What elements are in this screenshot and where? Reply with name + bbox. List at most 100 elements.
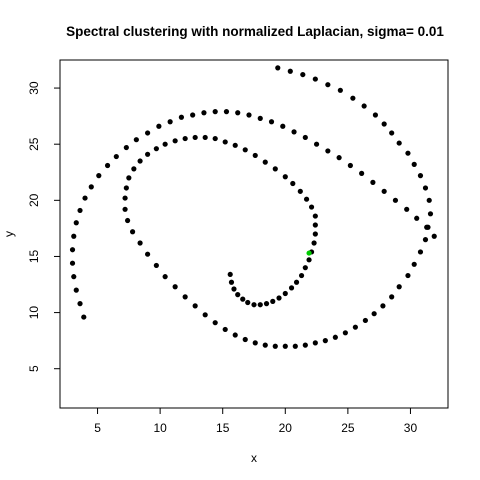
data-point bbox=[270, 298, 276, 304]
data-point bbox=[389, 130, 395, 136]
data-point bbox=[137, 240, 143, 246]
data-point bbox=[251, 302, 257, 308]
data-point bbox=[293, 279, 300, 285]
data-point bbox=[350, 95, 356, 101]
data-point bbox=[362, 317, 368, 324]
data-point bbox=[145, 130, 151, 136]
data-point bbox=[347, 162, 353, 169]
y-tick-label: 15 bbox=[27, 249, 41, 263]
data-point bbox=[303, 196, 310, 202]
data-point bbox=[71, 233, 77, 239]
data-point bbox=[298, 272, 305, 279]
x-tick-label: 20 bbox=[279, 421, 293, 435]
data-point bbox=[137, 158, 143, 164]
data-point bbox=[322, 338, 328, 344]
data-point bbox=[123, 144, 129, 151]
data-point bbox=[337, 87, 343, 93]
data-point bbox=[300, 71, 306, 78]
data-point bbox=[82, 195, 88, 201]
data-point bbox=[162, 274, 168, 280]
data-point bbox=[201, 110, 207, 116]
x-tick-label: 5 bbox=[94, 421, 101, 435]
data-point bbox=[192, 303, 198, 309]
data-point bbox=[71, 274, 77, 280]
plot-frame bbox=[59, 59, 449, 409]
data-point bbox=[302, 134, 308, 141]
data-point bbox=[232, 142, 238, 148]
data-point bbox=[252, 340, 258, 346]
data-point bbox=[381, 188, 387, 194]
data-point bbox=[312, 76, 318, 82]
data-point bbox=[77, 301, 83, 307]
data-point bbox=[178, 114, 185, 120]
data-point bbox=[88, 184, 94, 190]
data-point bbox=[227, 271, 233, 278]
data-point bbox=[235, 292, 241, 298]
data-point bbox=[370, 179, 376, 185]
data-point bbox=[145, 251, 151, 257]
data-point bbox=[104, 162, 111, 169]
data-point bbox=[232, 332, 238, 338]
x-axis-label: x bbox=[251, 451, 257, 465]
data-point bbox=[212, 135, 218, 142]
x-tick-label: 15 bbox=[216, 421, 230, 435]
data-point bbox=[392, 197, 399, 203]
data-point bbox=[172, 138, 178, 144]
data-point bbox=[202, 134, 208, 141]
data-point bbox=[312, 340, 318, 346]
data-point bbox=[252, 152, 258, 159]
data-point bbox=[212, 320, 218, 326]
data-point bbox=[222, 139, 228, 145]
data-point bbox=[381, 121, 387, 127]
data-point bbox=[126, 175, 132, 181]
data-point bbox=[182, 135, 188, 142]
data-point bbox=[202, 312, 208, 318]
chart-title: Spectral clustering with normalized Lapl… bbox=[66, 24, 444, 39]
data-point-cluster-2 bbox=[306, 250, 312, 256]
data-point bbox=[411, 161, 417, 167]
y-axis: 5 10 15 20 25 30 bbox=[27, 81, 60, 372]
data-point bbox=[246, 112, 252, 118]
x-tick-label: 30 bbox=[404, 421, 418, 435]
data-point bbox=[131, 166, 137, 172]
data-point bbox=[422, 185, 429, 191]
data-point bbox=[129, 229, 136, 235]
data-point bbox=[405, 272, 411, 279]
data-point bbox=[372, 112, 379, 118]
data-point bbox=[371, 311, 377, 317]
data-point bbox=[312, 231, 318, 237]
data-point bbox=[257, 115, 263, 121]
data-point bbox=[123, 185, 129, 191]
data-point bbox=[145, 151, 151, 157]
data-point bbox=[352, 324, 358, 330]
data-point bbox=[242, 336, 248, 343]
data-point bbox=[235, 110, 241, 116]
data-point bbox=[228, 279, 235, 285]
data-point bbox=[262, 159, 268, 165]
data-point bbox=[396, 284, 402, 290]
data-point bbox=[153, 262, 159, 269]
data-point bbox=[431, 233, 437, 239]
x-axis: 5 10 15 20 25 30 bbox=[94, 408, 417, 435]
data-points bbox=[69, 65, 437, 349]
data-point bbox=[77, 207, 83, 214]
data-point bbox=[245, 299, 251, 306]
data-point bbox=[359, 170, 365, 176]
data-point bbox=[69, 260, 76, 266]
data-point bbox=[268, 119, 275, 125]
data-point bbox=[417, 249, 424, 255]
data-point bbox=[414, 215, 420, 221]
data-point bbox=[405, 150, 411, 156]
data-point bbox=[73, 220, 79, 226]
data-point bbox=[113, 153, 119, 160]
data-point bbox=[257, 302, 263, 308]
data-point bbox=[262, 342, 268, 348]
data-point bbox=[263, 301, 270, 307]
data-point bbox=[287, 68, 293, 74]
data-point bbox=[308, 204, 315, 210]
data-point bbox=[172, 284, 178, 290]
data-point bbox=[96, 173, 102, 179]
data-point bbox=[272, 166, 278, 172]
y-tick-label: 10 bbox=[27, 306, 41, 320]
